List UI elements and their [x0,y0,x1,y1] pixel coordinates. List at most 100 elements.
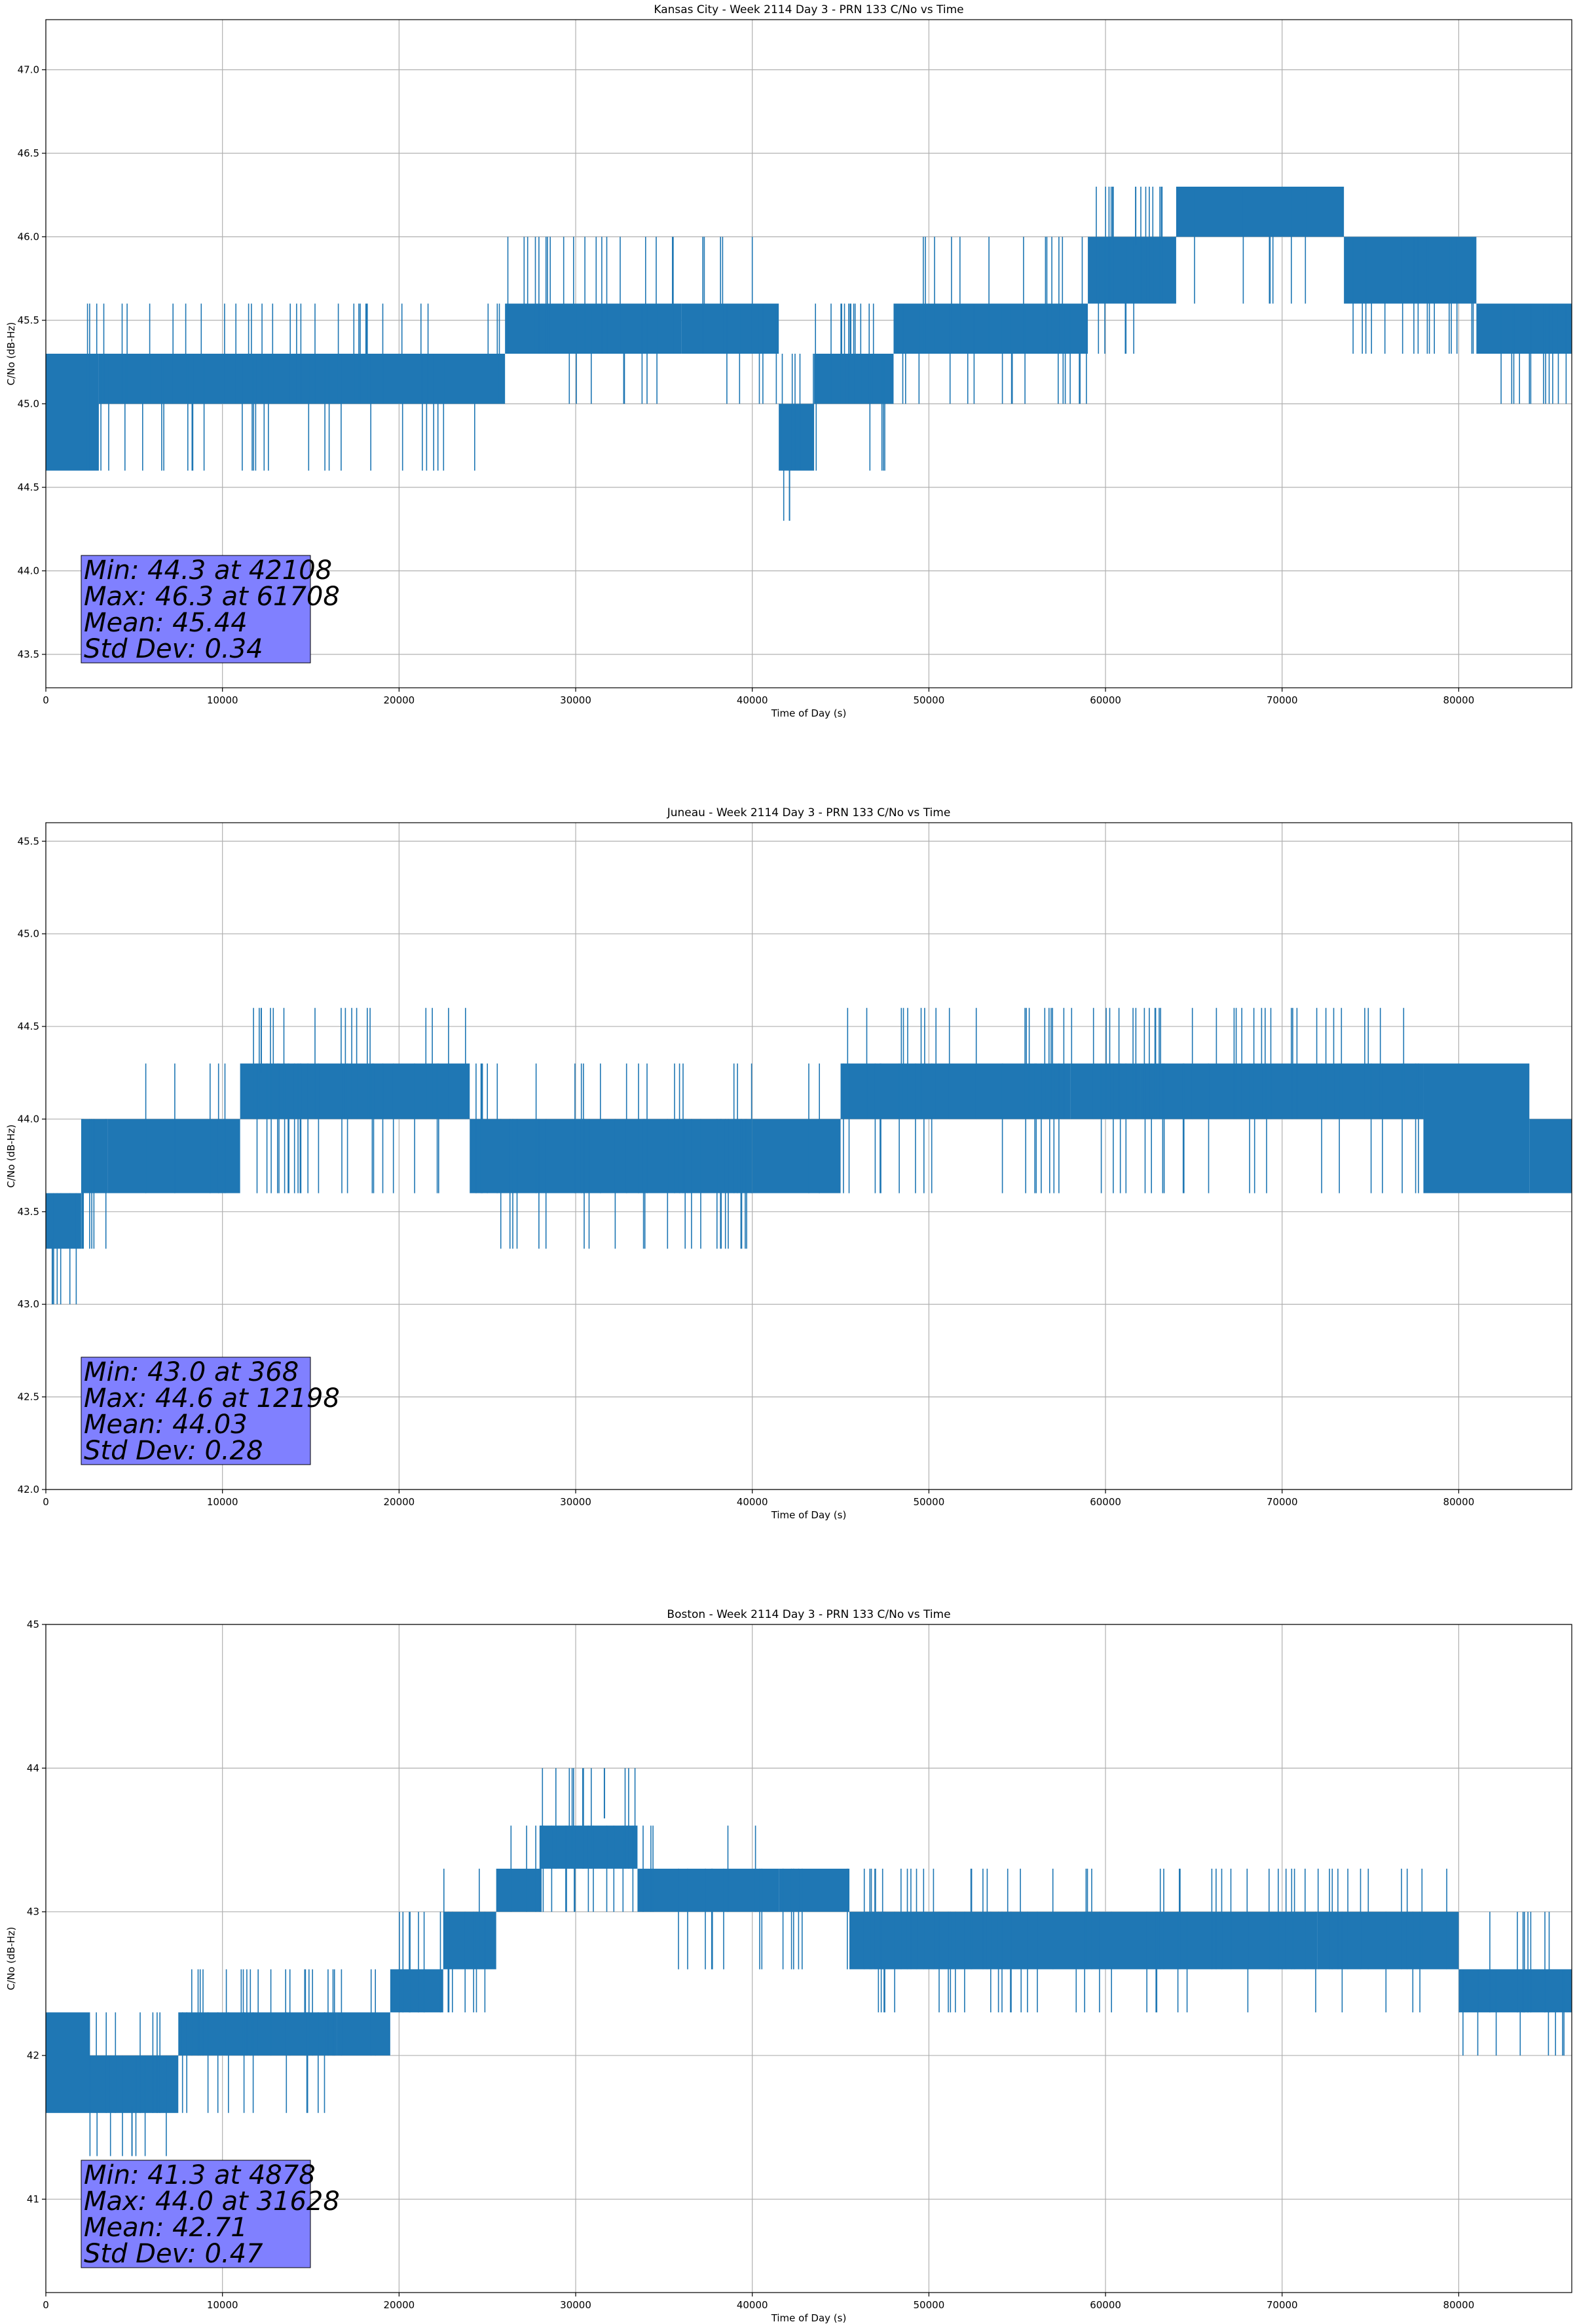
stats-line: Mean: 44.03 [84,1410,248,1440]
series-band [1529,1119,1572,1193]
series-band [779,1868,850,1912]
chart-panel-1: 0 10000 20000 30000 40000 50000 60000 70000 8000… [5,3,1572,719]
y-tick-label: 43.5 [18,648,39,660]
x-tick-label: 70000 [1267,694,1298,706]
y-tick-label: 47.0 [18,64,39,76]
x-axis-label: Time of Day (s) [771,1509,847,1521]
series-band [90,2055,179,2113]
series-band [46,2012,90,2113]
y-axis-label: C/No (dB-Hz) [5,322,17,386]
y-tick-label: 44.0 [18,1113,39,1125]
y-tick-label: 45.5 [18,835,39,847]
x-tick-label: 60000 [1090,694,1121,706]
series-band [779,403,815,471]
stats-line: Max: 44.0 at 31628 [84,2186,340,2217]
stats-line: Max: 44.6 at 12198 [84,1383,340,1414]
series-band [98,354,506,404]
y-tick-label: 45.0 [18,928,39,940]
series-band [1476,303,1572,354]
x-tick-label: 30000 [560,2299,591,2311]
x-tick-label: 50000 [914,2299,945,2311]
series-band [540,1826,638,1869]
axes-frame [45,19,1572,688]
x-axis-label: Time of Day (s) [771,2312,847,2324]
x-tick-label: 70000 [1267,1496,1298,1508]
x-axis-label: Time of Day (s) [771,707,847,719]
series-line [46,187,1572,521]
series-band [893,303,1088,354]
x-tick-label: 50000 [914,694,945,706]
y-tick-label: 43 [27,1906,39,1918]
stats-line: Mean: 45.44 [84,608,248,638]
series-band [1140,1063,1424,1119]
y-axis-label: C/No (dB-Hz) [5,1927,17,1991]
series-band [240,1063,470,1119]
series-band [1458,1969,1572,2013]
x-tick-label: 20000 [383,694,415,706]
series-band [1070,1063,1141,1119]
series-band [1317,1911,1459,1970]
x-tick-label: 60000 [1090,1496,1121,1508]
y-tick-label: 41 [27,2193,39,2205]
y-tick-label: 42.5 [18,1391,39,1403]
chart-panel-3: 0 10000 20000 30000 40000 50000 60000 70000 8000… [5,1608,1572,2324]
series-line [46,1007,1572,1305]
series-band [107,1119,240,1193]
stats-box-background [81,555,311,664]
y-tick-label: 44 [27,1762,39,1774]
x-tick-label: 30000 [560,694,591,706]
chart-title: Boston - Week 2114 Day 3 - PRN 133 C/No … [667,1608,950,1621]
series-spikes [89,1768,1565,2156]
y-tick-label: 45 [27,1619,39,1630]
stats-line: Mean: 42.71 [84,2213,248,2243]
x-tick-label: 40000 [737,2299,768,2311]
series-band [1176,187,1345,237]
chart-title: Kansas City - Week 2114 Day 3 - PRN 133 … [654,3,963,16]
series-band [337,2012,390,2056]
chart-title: Juneau - Week 2114 Day 3 - PRN 133 C/No … [667,806,951,819]
series-band [505,303,682,354]
x-tick-label: 30000 [560,1496,591,1508]
y-tick-label: 43.5 [18,1206,39,1218]
y-tick-label: 45.0 [18,398,39,410]
x-tick-label: 40000 [737,694,768,706]
x-tick-label: 10000 [207,694,238,706]
y-tick-label: 42 [27,2050,39,2061]
x-tick-label: 20000 [383,1496,415,1508]
x-tick-label: 80000 [1443,2299,1475,2311]
series-spikes [86,187,1567,521]
x-tick-label: 50000 [914,1496,945,1508]
x-tick-label: 10000 [207,2299,238,2311]
series-band [637,1868,779,1912]
series-spikes [53,1007,1419,1305]
series-band [496,1868,541,1912]
series-band [840,1063,1071,1119]
axes-frame [45,822,1572,1490]
x-tick-label: 0 [43,694,49,706]
y-tick-label: 43.0 [18,1298,39,1310]
chart-panel-2: 0 10000 20000 30000 40000 50000 60000 70000 8000… [5,806,1572,1521]
stats-line: Std Dev: 0.28 [84,1436,263,1466]
series-line [46,1768,1572,2156]
y-tick-label: 42.0 [18,1484,39,1495]
axes-frame [45,1624,1572,2293]
series-band [390,1969,443,2013]
series-band [1140,236,1176,304]
x-tick-label: 10000 [207,1496,238,1508]
stats-line: Max: 46.3 at 61708 [84,582,340,612]
series-band [849,1911,1318,1970]
stats-line: Min: 44.3 at 42108 [84,555,332,586]
y-tick-label: 44.5 [18,1021,39,1032]
y-tick-label: 46.0 [18,231,39,243]
stats-line: Std Dev: 0.34 [84,634,263,664]
charts-root: 0 10000 20000 30000 40000 50000 60000 70000 8000… [5,3,1572,2324]
y-tick-label: 45.5 [18,314,39,326]
series-band [1423,1063,1530,1193]
x-tick-label: 80000 [1443,1496,1475,1508]
stats-line: Min: 43.0 at 368 [84,1357,299,1387]
series-band [443,1911,496,1970]
